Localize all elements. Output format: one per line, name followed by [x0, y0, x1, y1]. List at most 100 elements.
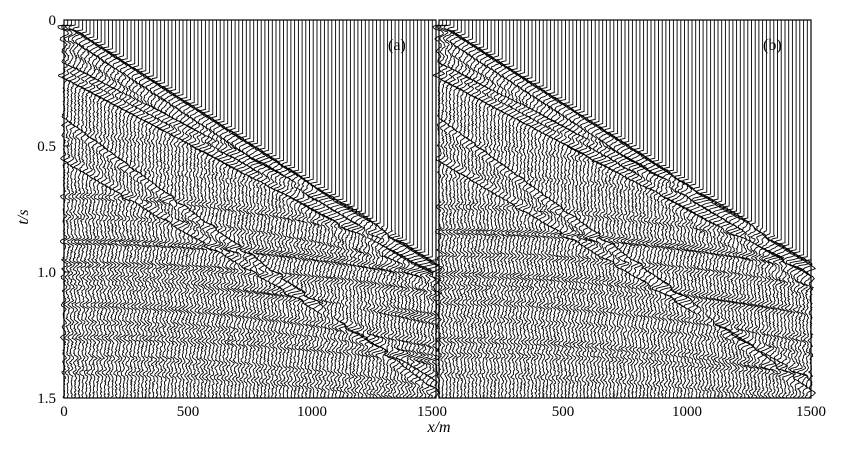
seismic-trace [87, 20, 100, 398]
seismic-trace [744, 20, 757, 399]
seismic-trace [532, 20, 546, 399]
seismic-trace [462, 20, 475, 399]
seismic-trace [422, 20, 436, 398]
seismic-trace [596, 20, 608, 399]
seismic-trace [94, 20, 107, 399]
seismic-trace [124, 20, 136, 399]
seismic-trace [796, 20, 811, 399]
seismic-trace [510, 20, 524, 398]
seismic-trace [146, 20, 160, 399]
seismic-trace [131, 20, 144, 399]
seismic-trace [726, 20, 740, 399]
seismic-trace [800, 20, 813, 399]
panel-b-traces [432, 20, 817, 399]
seismic-trace [102, 20, 115, 399]
seismic-trace [648, 20, 661, 399]
seismic-trace [169, 20, 182, 398]
panel-a-traces [57, 20, 443, 399]
seismic-trace [276, 20, 290, 399]
seismic-trace [785, 20, 799, 399]
seismic-trace [235, 20, 249, 399]
x-axis-title: x/m [426, 419, 450, 436]
seismic-trace [749, 20, 761, 399]
seismic-trace [521, 20, 533, 399]
seismic-trace [165, 20, 178, 399]
x-tick-label: 0 [60, 404, 68, 420]
seismic-trace [105, 20, 118, 399]
seismic-trace [767, 20, 781, 399]
seismic-trace [206, 20, 219, 399]
seismic-trace [547, 20, 561, 399]
seismic-trace [254, 20, 268, 399]
seismic-trace [506, 20, 519, 399]
seismic-trace [774, 20, 788, 399]
seismic-trace [347, 20, 361, 399]
seismic-trace [269, 20, 283, 399]
seismic-trace [302, 20, 317, 399]
seismic-trace [454, 20, 468, 399]
seismic-trace [258, 20, 272, 399]
seismic-trace [559, 20, 571, 399]
seismic-trace [529, 20, 541, 399]
seismic-trace [763, 20, 777, 399]
seismic-trace [477, 20, 490, 399]
seismic-trace [288, 20, 302, 399]
panel-b-frame [438, 19, 812, 399]
y-tick-label: 1.0 [37, 265, 56, 281]
seismic-trace [458, 20, 471, 399]
seismic-trace [603, 20, 616, 399]
seismic-trace [135, 20, 148, 399]
seismic-trace [224, 20, 238, 399]
seismic-trace [700, 20, 714, 399]
seismic-trace [157, 20, 171, 399]
seismic-trace [711, 20, 725, 399]
seismic-trace [176, 20, 190, 399]
seismic-trace [232, 20, 245, 399]
seismic-trace [355, 20, 369, 399]
seismic-trace [343, 20, 357, 399]
x-tick-label: 500 [552, 404, 575, 420]
seismic-trace [722, 20, 736, 399]
seismic-trace [120, 20, 134, 399]
seismic-trace [184, 20, 197, 399]
x-axis-panel-a: 0 500 1000 1500 [60, 404, 447, 420]
seismic-trace [757, 20, 769, 399]
seismic-trace [239, 20, 253, 399]
seismic-trace [414, 20, 428, 399]
x-tick-label: 1500 [796, 404, 826, 420]
seismic-trace [484, 20, 497, 398]
seismic-trace [488, 20, 501, 399]
seismic-trace [659, 20, 672, 399]
seismic-trace [517, 20, 531, 399]
seismic-trace [332, 20, 346, 399]
seismic-trace [662, 20, 674, 399]
seismic-trace [366, 20, 380, 399]
seismic-trace [228, 20, 242, 399]
x-axis-panel-b: 500 1000 1500 [552, 404, 826, 420]
seismic-trace [503, 20, 516, 399]
seismic-trace [128, 20, 141, 399]
x-tick-label: 1000 [672, 404, 702, 420]
seismic-trace [191, 20, 205, 399]
seismic-trace [730, 20, 744, 399]
seismic-trace [637, 20, 650, 399]
seismic-trace [317, 20, 331, 399]
panel-a-label: (a) [388, 37, 406, 54]
seismic-trace [399, 20, 413, 399]
seismic-trace [566, 20, 578, 399]
seismic-trace [61, 20, 73, 399]
seismic-trace [91, 20, 103, 399]
seismic-trace [385, 20, 397, 399]
seismic-trace [480, 20, 493, 399]
x-tick-label: 1000 [297, 404, 327, 420]
seismic-trace [392, 20, 406, 399]
seismic-trace [689, 20, 703, 399]
seismic-trace [410, 20, 424, 399]
seismic-trace [247, 20, 261, 399]
seismic-trace [299, 20, 310, 399]
seismic-trace [432, 20, 444, 399]
seismic-trace [737, 20, 751, 399]
seismic-trace [562, 20, 575, 399]
seismic-trace [581, 20, 593, 399]
